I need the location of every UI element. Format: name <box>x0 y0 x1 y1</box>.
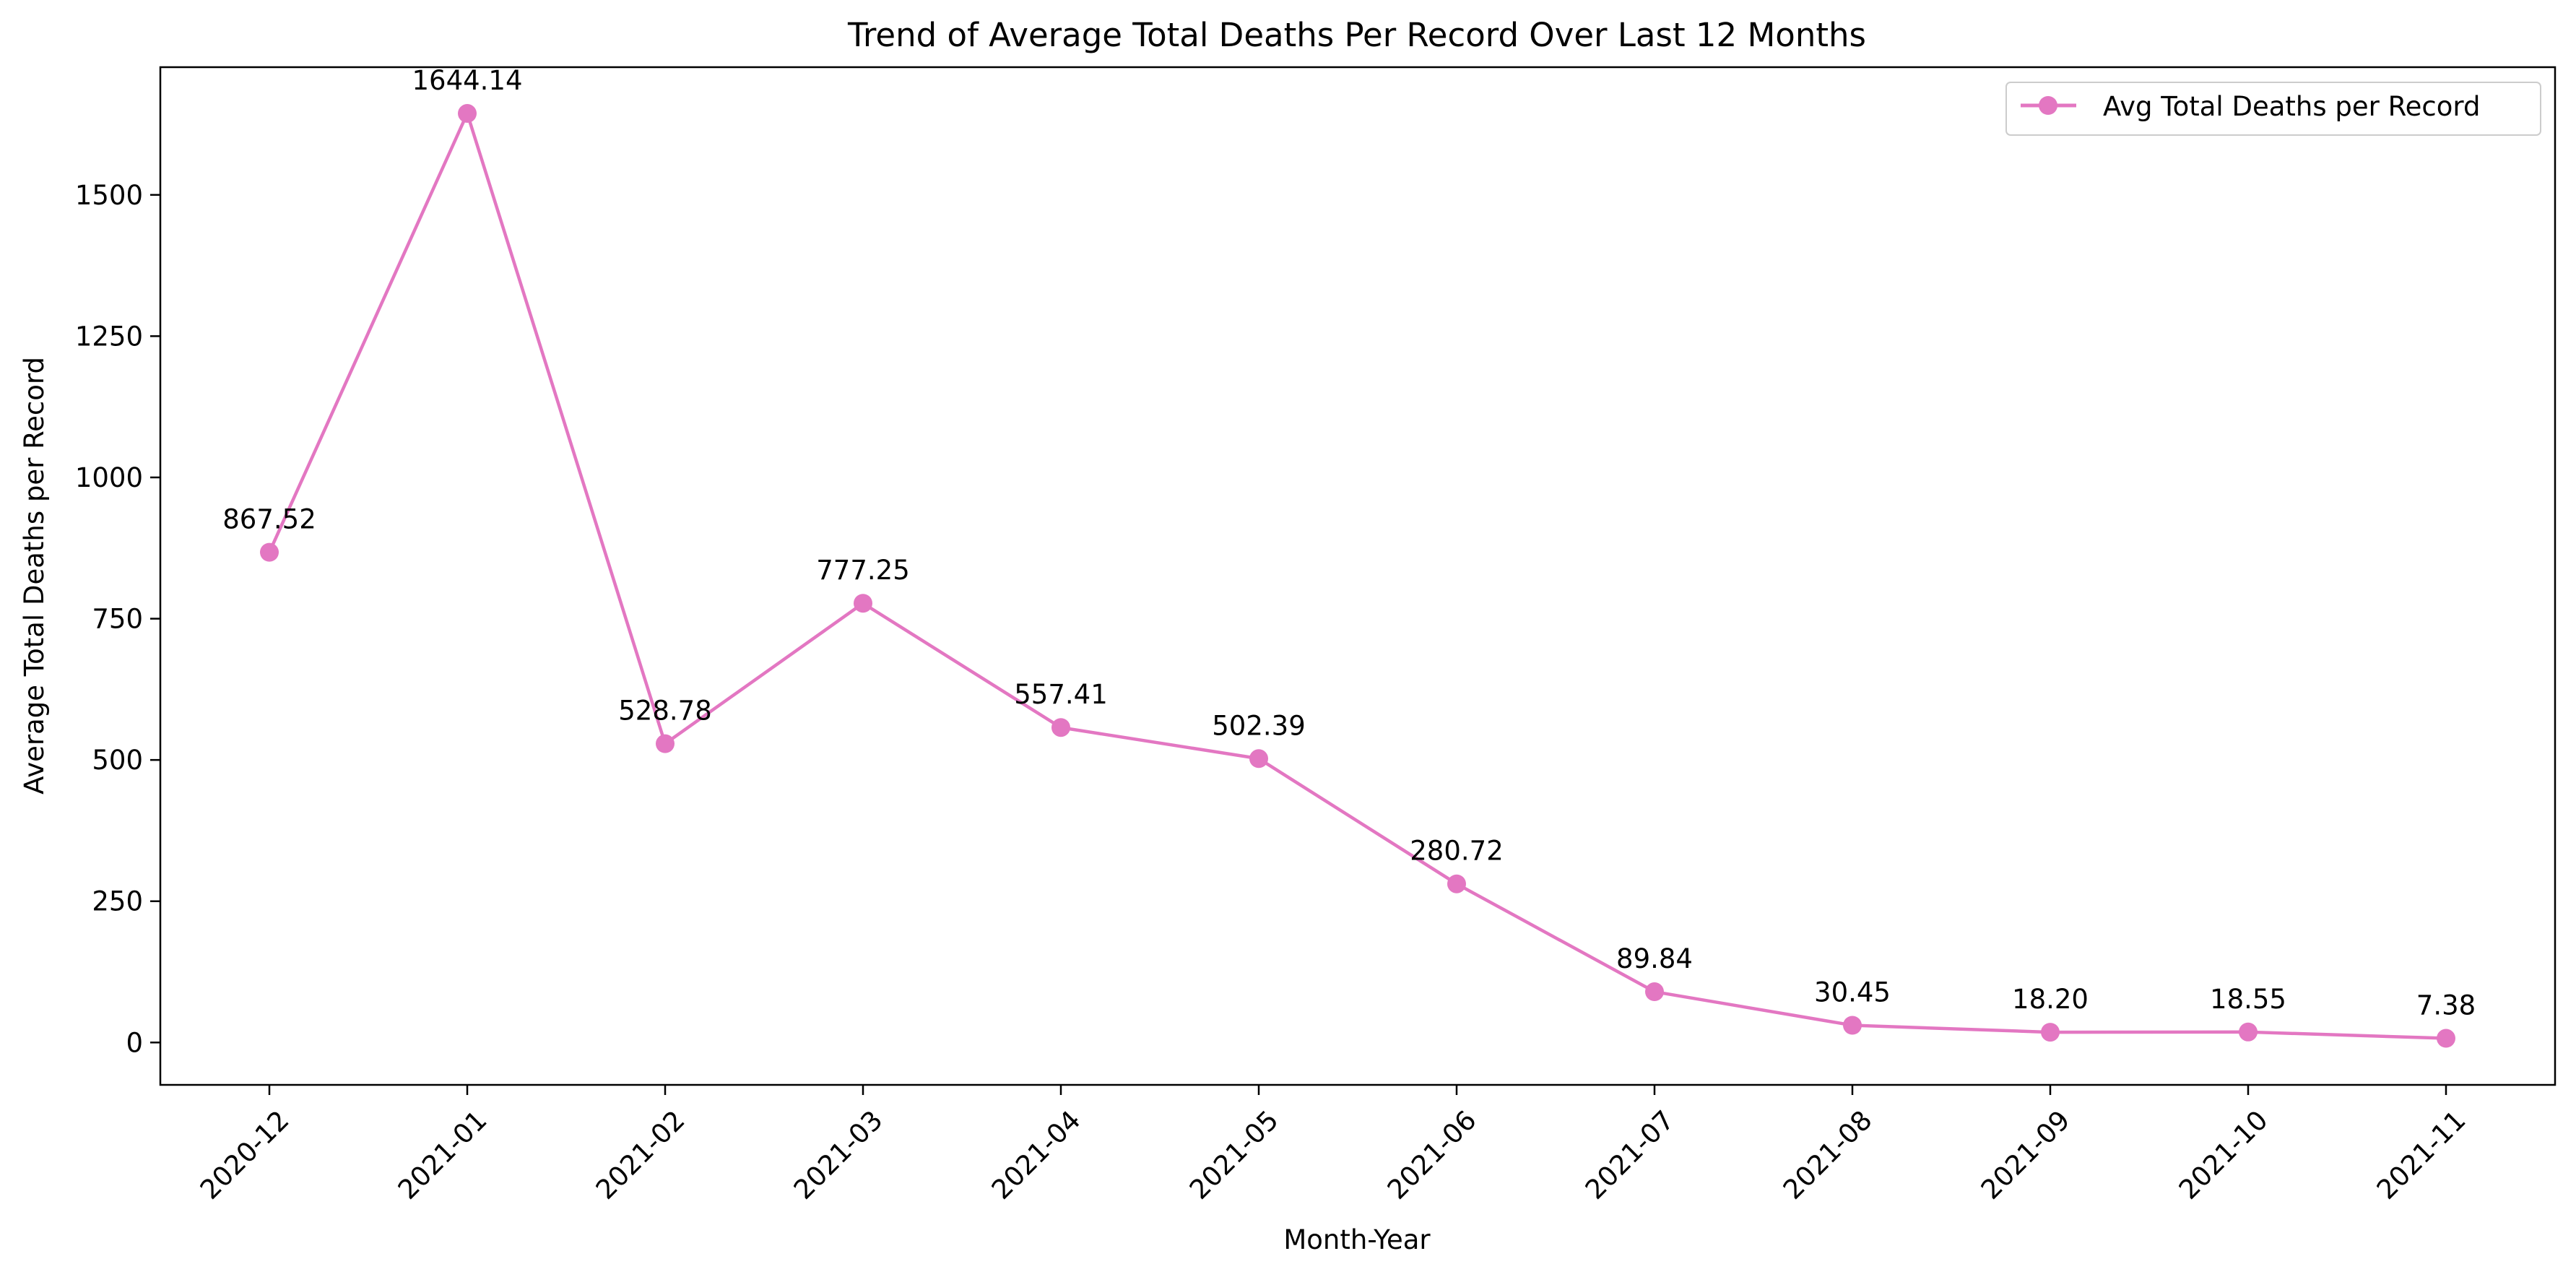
y-tick-label: 1000 <box>75 462 143 493</box>
y-tick-label: 0 <box>126 1027 143 1058</box>
data-point <box>1645 982 1664 1002</box>
data-point <box>1051 718 1070 737</box>
data-label: 1644.14 <box>412 65 522 96</box>
data-point <box>2437 1029 2455 1048</box>
data-label: 502.39 <box>1212 710 1305 741</box>
y-tick-label: 750 <box>92 604 143 635</box>
data-label: 89.84 <box>1616 943 1693 974</box>
data-label: 18.20 <box>2012 984 2089 1015</box>
chart-title: Trend of Average Total Deaths Per Record… <box>847 16 1866 54</box>
data-point <box>1447 874 1466 893</box>
data-point <box>458 104 477 124</box>
data-point <box>1249 749 1268 769</box>
data-label: 777.25 <box>816 555 909 586</box>
legend-box <box>2005 82 2541 136</box>
x-axis-label: Month-Year <box>1283 1224 1431 1255</box>
legend-label: Avg Total Deaths per Record <box>2103 91 2480 122</box>
data-label: 280.72 <box>1410 836 1503 867</box>
y-axis-label: Average Total Deaths per Record <box>19 357 50 795</box>
data-point <box>656 734 675 753</box>
plot-frame <box>159 66 2557 1086</box>
data-point <box>854 594 872 613</box>
legend-marker <box>2039 96 2057 115</box>
legend: Avg Total Deaths per Record <box>2005 82 2541 136</box>
data-point <box>2041 1023 2060 1042</box>
data-point <box>2239 1022 2258 1042</box>
y-tick-label: 500 <box>92 745 143 776</box>
data-label: 30.45 <box>1814 977 1891 1008</box>
data-point <box>260 542 279 562</box>
data-label: 7.38 <box>2416 990 2476 1021</box>
data-label: 867.52 <box>222 504 316 535</box>
data-label: 528.78 <box>618 696 711 727</box>
data-label: 557.41 <box>1014 679 1107 710</box>
data-label: 18.55 <box>2210 984 2286 1015</box>
data-point <box>1843 1016 1862 1035</box>
series-line <box>267 111 2447 1040</box>
y-tick-label: 1250 <box>75 321 143 352</box>
y-tick-label: 1500 <box>75 180 143 211</box>
y-tick-label: 250 <box>92 886 143 917</box>
